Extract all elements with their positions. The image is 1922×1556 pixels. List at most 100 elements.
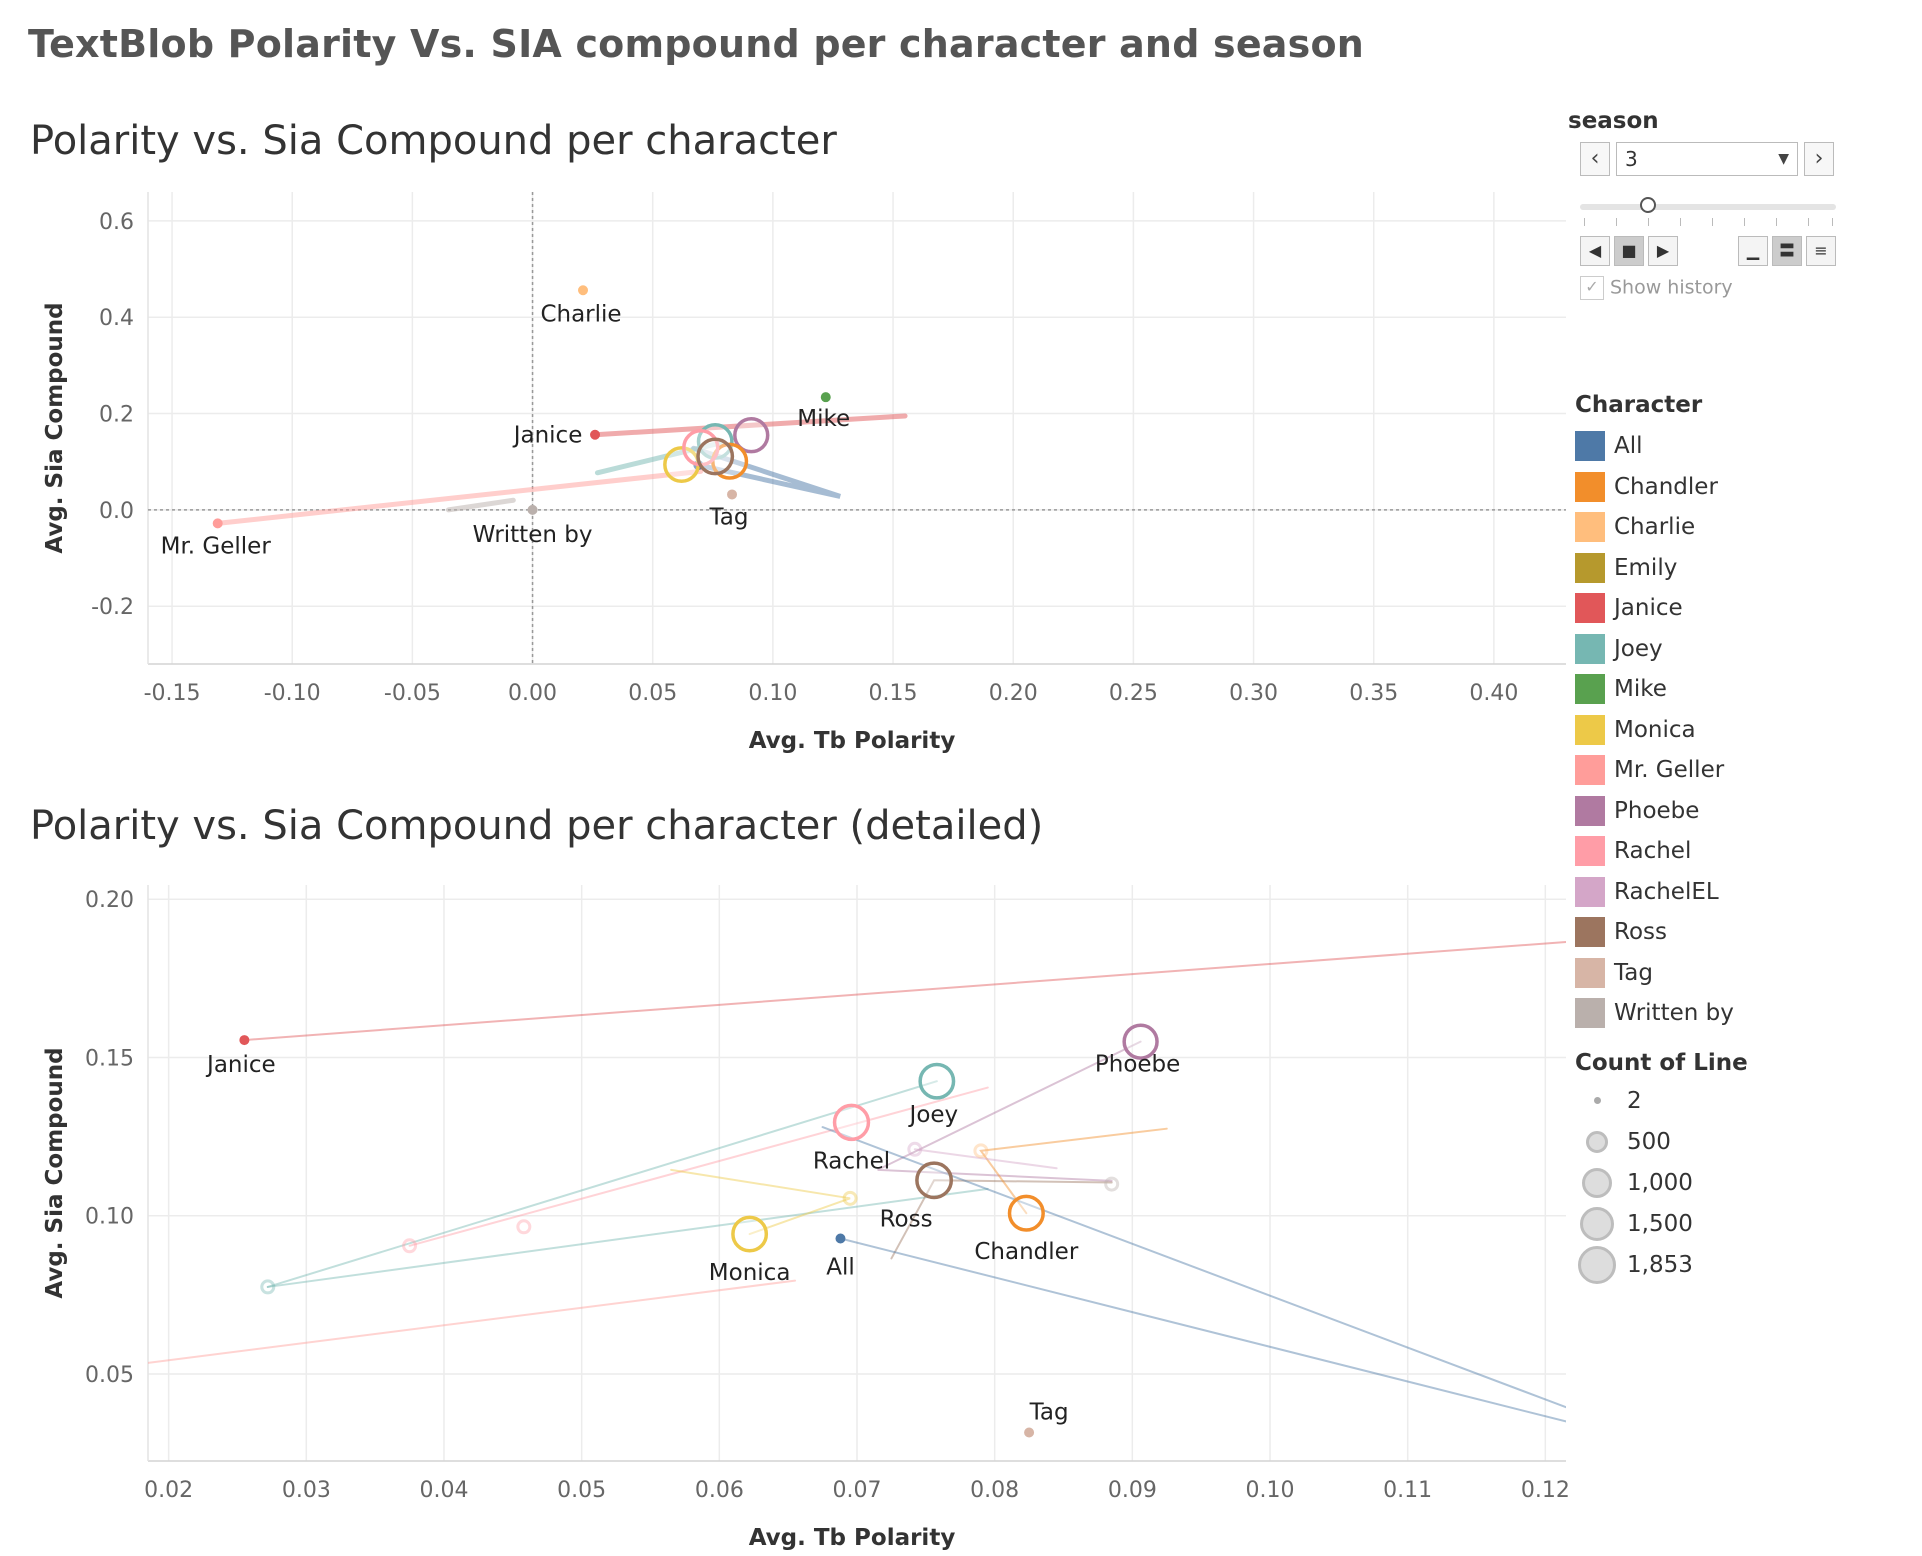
trail-mr-geller: [148, 1279, 797, 1364]
x-tick-label: 0.30: [1229, 681, 1278, 706]
legend-swatch: [1575, 998, 1605, 1029]
season-filter-label: season: [1568, 108, 1659, 134]
x-tick-label: -0.10: [264, 681, 321, 706]
x-tick-label: 0.10: [1246, 1478, 1295, 1503]
legend-item-mr-geller[interactable]: Mr. Geller: [1575, 750, 1734, 791]
legend-swatch: [1575, 593, 1605, 624]
season-slider-ticks: [1580, 218, 1836, 226]
history-mark-written-by: [1104, 1176, 1120, 1192]
point-rachel[interactable]: [832, 1103, 871, 1142]
checkbox-check-icon[interactable]: ✓: [1580, 276, 1604, 300]
legend-item-rachel[interactable]: Rachel: [1575, 831, 1734, 872]
point-label-mike: Mike: [797, 406, 850, 432]
point-written-by[interactable]: [527, 504, 538, 515]
point-monica[interactable]: [731, 1215, 769, 1253]
legend-label: Monica: [1614, 716, 1696, 743]
point-label-rachel: Rachel: [813, 1148, 890, 1174]
legend-item-chandler[interactable]: Chandler: [1575, 467, 1734, 508]
point-tag[interactable]: [727, 489, 738, 500]
point-label-tag: Tag: [1029, 1400, 1069, 1426]
size-legend-circle: [1575, 1097, 1619, 1104]
play-backward-icon[interactable]: ◀: [1580, 236, 1610, 266]
x-tick-label: 0.25: [1109, 681, 1158, 706]
point-label-charlie: Charlie: [540, 301, 621, 327]
season-slider[interactable]: [1580, 197, 1836, 213]
y-tick-label: -0.2: [91, 595, 134, 620]
show-history-label: Show history: [1610, 276, 1733, 299]
legend-item-mike[interactable]: Mike: [1575, 669, 1734, 710]
point-chandler[interactable]: [1007, 1194, 1045, 1232]
speed-fast-icon[interactable]: ≡: [1806, 236, 1836, 266]
gridlines: [148, 192, 1566, 664]
legend-label: Chandler: [1614, 473, 1718, 500]
top-scatter-chart[interactable]: -0.15 -0.10 -0.05 0.00 0.05 0.10 0.15 0.20 0.25 0…: [0, 180, 1570, 780]
size-legend-item: 2: [1575, 1080, 1748, 1121]
character-legend: Character All Chandler Charlie Emily Janice J…: [1575, 392, 1734, 1034]
x-tick-label: 0.15: [869, 681, 918, 706]
trail-rachelel: [913, 1148, 1058, 1170]
legend-label: Joey: [1614, 635, 1663, 662]
legend-item-rachelel[interactable]: RachelEL: [1575, 872, 1734, 913]
season-slider-handle[interactable]: [1640, 197, 1656, 213]
play-forward-icon[interactable]: ▶: [1648, 236, 1678, 266]
count-of-line-legend: Count of Line 2 500 1,000 1,500 1,853: [1575, 1050, 1748, 1285]
legend-item-tag[interactable]: Tag: [1575, 953, 1734, 994]
x-tick-label: 0.08: [970, 1478, 1019, 1503]
legend-item-charlie[interactable]: Charlie: [1575, 507, 1734, 548]
trail-written-by: [445, 497, 516, 513]
point-janice[interactable]: [590, 429, 601, 440]
size-legend-item: 500: [1575, 1121, 1748, 1162]
legend-label: Tag: [1614, 959, 1653, 986]
x-tick-label: 0.12: [1521, 1478, 1570, 1503]
legend-item-janice[interactable]: Janice: [1575, 588, 1734, 629]
point-all[interactable]: [835, 1233, 846, 1244]
x-tick-label: 0.02: [144, 1478, 193, 1503]
stop-icon[interactable]: ■: [1614, 236, 1644, 266]
size-legend-label: 1,000: [1627, 1169, 1693, 1196]
legend-item-phoebe[interactable]: Phoebe: [1575, 791, 1734, 832]
size-legend-circle: [1575, 1206, 1619, 1241]
legend-swatch: [1575, 431, 1605, 462]
point-janice[interactable]: [239, 1035, 250, 1046]
point-label-janice: Janice: [205, 1052, 276, 1078]
point-joey[interactable]: [918, 1062, 956, 1100]
point-tag[interactable]: [1024, 1427, 1035, 1438]
legend-item-joey[interactable]: Joey: [1575, 629, 1734, 670]
legend-item-emily[interactable]: Emily: [1575, 548, 1734, 589]
size-legend-label: 1,500: [1627, 1210, 1693, 1237]
trail-phoebe: [877, 1040, 1142, 1182]
x-tick-label: -0.05: [384, 681, 441, 706]
point-mr-geller[interactable]: [212, 518, 223, 529]
legend-item-all[interactable]: All: [1575, 426, 1734, 467]
legend-label: All: [1614, 433, 1643, 460]
legend-item-monica[interactable]: Monica: [1575, 710, 1734, 751]
legend-label: Emily: [1614, 554, 1678, 581]
size-legend-circle: [1575, 1245, 1619, 1284]
legend-item-written-by[interactable]: Written by: [1575, 993, 1734, 1034]
point-ross[interactable]: [915, 1161, 954, 1200]
point-label-chandler: Chandler: [974, 1239, 1078, 1265]
point-mike[interactable]: [820, 392, 831, 403]
detail-scatter-chart[interactable]: 0.02 0.03 0.04 0.05 0.06 0.07 0.08 0.09 0.10 0.11…: [0, 865, 1570, 1555]
show-history-toggle[interactable]: ✓ Show history: [1580, 276, 1733, 300]
x-tick-label: 0.40: [1469, 681, 1518, 706]
size-legend-item: 1,000: [1575, 1162, 1748, 1203]
trail-mr-geller: [215, 468, 704, 526]
legend-label: Rachel: [1614, 838, 1692, 865]
x-tick-label: 0.10: [748, 681, 797, 706]
speed-slow-icon[interactable]: ▁: [1738, 236, 1768, 266]
legend-item-ross[interactable]: Ross: [1575, 912, 1734, 953]
season-select[interactable]: 3 ▼: [1616, 142, 1798, 176]
point-phoebe[interactable]: [733, 417, 770, 454]
point-charlie[interactable]: [578, 285, 589, 296]
speed-medium-icon[interactable]: 〓: [1772, 236, 1802, 266]
legend-label: Ross: [1614, 919, 1667, 946]
legend-label: Janice: [1614, 595, 1683, 622]
size-legend-label: 1,853: [1627, 1251, 1693, 1278]
point-ross[interactable]: [696, 437, 735, 476]
point-phoebe[interactable]: [1122, 1023, 1159, 1060]
season-prev-button[interactable]: ‹: [1580, 142, 1610, 176]
x-tick-label: 0.04: [419, 1478, 468, 1503]
season-next-button[interactable]: ›: [1804, 142, 1834, 176]
x-axis-label: Avg. Tb Polarity: [749, 728, 956, 754]
